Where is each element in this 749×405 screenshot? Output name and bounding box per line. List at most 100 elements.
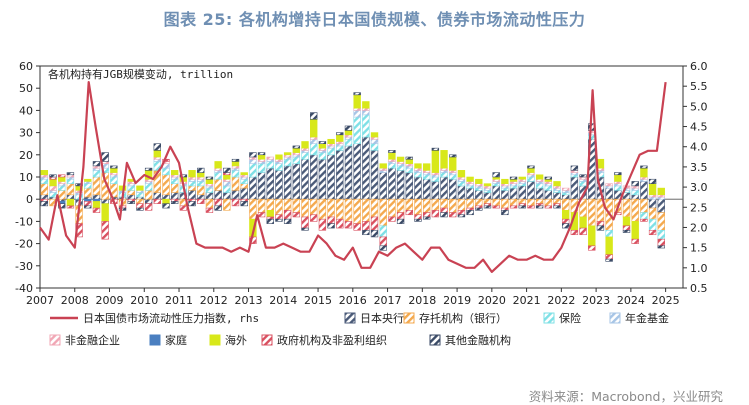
bar-segment-insurance: [466, 185, 474, 189]
bar-segment-pension: [327, 145, 335, 149]
bar-segment-gov: [431, 210, 440, 218]
bar-segment-deposit: [240, 183, 248, 189]
bar-segment-foreign: [162, 198, 170, 204]
bar-segment-insurance: [310, 143, 318, 156]
bar-segment-boj: [223, 192, 231, 200]
bar-segment-otherfin: [405, 156, 413, 160]
bar-segment-nonfin: [197, 176, 205, 180]
bar-segment-insurance: [379, 225, 387, 238]
bar-segment-pension: [197, 178, 205, 182]
bar-segment-boj: [457, 185, 466, 200]
legend-swatch-pension: [609, 312, 621, 324]
x-tick-label: 2012: [200, 294, 228, 307]
bar-segment-nonfin: [648, 194, 657, 198]
bar-segment-otherfin: [283, 218, 292, 224]
bar-segment-insurance: [170, 178, 179, 184]
bar-segment-pension: [440, 170, 448, 173]
bar-segment-boj: [657, 198, 665, 213]
bar-segment-foreign: [136, 185, 144, 191]
bar-segment-nonfin: [127, 181, 135, 184]
bar-segment-foreign: [257, 154, 266, 160]
bar-segment-insurance: [344, 138, 353, 147]
right-tick-label: 5.0: [690, 100, 708, 113]
bar-segment-deposit: [362, 198, 370, 222]
bar-segment-gov: [231, 198, 240, 207]
bar-segment-otherfin: [640, 165, 648, 169]
bar-segment-gov: [370, 216, 379, 231]
bar-segment-otherfin: [249, 152, 257, 158]
bar-segment-otherfin: [422, 216, 431, 220]
bar-segment-insurance: [144, 183, 153, 191]
bar-segment-foreign: [475, 178, 483, 184]
bar-segment-deposit: [162, 174, 170, 196]
bar-segment-nonfin: [379, 167, 387, 171]
bar-segment-deposit: [170, 183, 179, 193]
bar-segment-foreign: [492, 176, 500, 180]
left-tick-label: 40: [19, 104, 33, 117]
legend-label-household: 家庭: [165, 333, 187, 347]
bar-segment-pension: [344, 136, 353, 140]
bar-segment-insurance: [614, 185, 622, 191]
bar-segment-foreign: [275, 154, 283, 160]
bar-segment-nonfin: [431, 172, 440, 176]
bar-segment-nonfin: [49, 185, 57, 191]
bar-segment-deposit: [144, 190, 153, 200]
left-tick-label: -40: [15, 282, 33, 295]
bar-segment-gov: [266, 216, 274, 220]
bar-segment-pension: [396, 163, 405, 167]
legend-label-insurance: 保险: [559, 311, 581, 325]
bar-segment-pension: [483, 187, 492, 191]
bar-segment-pension: [527, 174, 535, 178]
bar-segment-deposit: [327, 198, 335, 218]
bar-segment-foreign: [605, 236, 613, 256]
bar-segment-deposit: [292, 198, 301, 213]
bar-segment-otherfin: [318, 141, 327, 144]
bar-segment-boj: [622, 192, 631, 200]
bar-segment-pension: [49, 190, 57, 193]
bar-segment-insurance: [249, 163, 257, 178]
bar-segment-nonfin: [440, 167, 448, 171]
bar-segment-gov: [257, 212, 266, 218]
bar-segment-nonfin: [483, 185, 492, 189]
right-tick-label: 5.5: [690, 80, 708, 93]
x-tick-label: 2014: [269, 294, 297, 307]
bar-segment-boj: [301, 158, 309, 200]
bar-segment-gov: [605, 254, 613, 260]
source-note: 资料来源：Macrobond，兴业研究: [528, 389, 723, 404]
left-tick-label: -20: [15, 238, 33, 251]
bar-segment-gov: [344, 221, 353, 229]
bar-segment-otherfin: [179, 174, 188, 178]
bar-segment-otherfin: [40, 201, 49, 207]
bar-segment-nonfin: [266, 156, 274, 160]
bar-segment-deposit: [562, 198, 570, 211]
bar-segment-deposit: [579, 198, 587, 218]
bar-segment-gov: [518, 203, 526, 207]
pressure-index-polyline: [39, 80, 667, 273]
right-tick-label: 6.0: [690, 60, 708, 73]
bar-segment-pension: [475, 185, 483, 189]
bar-segment-foreign: [457, 170, 466, 178]
bar-segment-insurance: [84, 183, 92, 189]
bar-segment-boj: [344, 145, 353, 200]
bar-segment-otherfin: [535, 205, 544, 209]
bar-segment-boj: [544, 190, 553, 200]
bar-segment-otherfin: [596, 225, 605, 231]
bar-segment-foreign: [188, 170, 196, 178]
bar-segment-insurance: [501, 187, 509, 191]
bar-segment-pension: [466, 183, 474, 187]
bar-segment-pension: [631, 187, 639, 191]
bar-segment-otherfin: [553, 205, 561, 209]
bar-segment-deposit: [318, 198, 327, 220]
bar-segment-gov: [240, 198, 248, 202]
bar-segment-insurance: [40, 178, 49, 184]
bar-segment-pension: [492, 181, 500, 184]
bar-segment-otherfin: [449, 154, 457, 158]
x-tick-label: 2015: [304, 294, 332, 307]
bar-segment-nonfin: [66, 174, 75, 178]
bar-segment-gov: [388, 216, 396, 222]
bar-segment-insurance: [518, 183, 526, 187]
bar-segment-boj: [144, 198, 153, 204]
bar-segment-otherfin: [579, 174, 587, 178]
bar-segment-gov: [310, 214, 318, 222]
bar-segment-otherfin: [544, 176, 553, 180]
